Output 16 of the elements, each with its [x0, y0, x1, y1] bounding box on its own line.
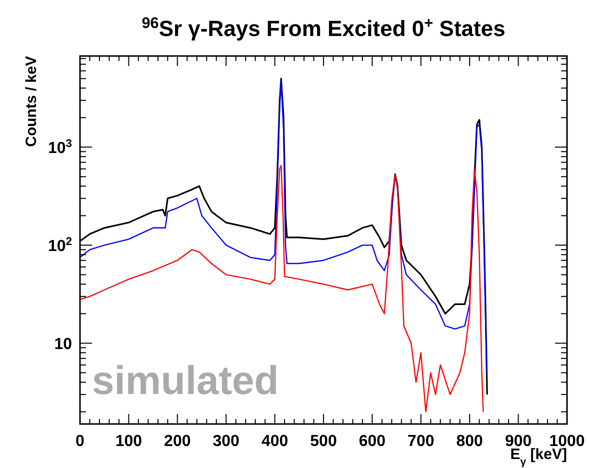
- x-tick-label: 300: [212, 433, 240, 450]
- x-tick-label: 800: [456, 433, 484, 450]
- x-tick-label: 700: [408, 433, 434, 450]
- x-tick-label: 200: [164, 433, 191, 450]
- line-series: [79, 164, 484, 412]
- x-tick-label: 600: [358, 433, 386, 450]
- x-tick-label: 100: [115, 433, 142, 450]
- chart-title: $^{96}$Sr γ-Rays From Excited 0$^{+}$ States: [142, 14, 506, 41]
- annotation: simulated: [92, 359, 279, 403]
- y-tick-label: 10$^{2}$: [48, 236, 72, 256]
- x-tick-label: 500: [310, 433, 337, 450]
- y-tick-label: 10: [54, 336, 72, 354]
- x-tick-label: 400: [261, 433, 288, 450]
- y-tick-label: 10$^{3}$: [48, 138, 72, 158]
- x-tick-label: 0: [76, 433, 85, 450]
- y-axis-title: Counts / keV: [23, 56, 40, 147]
